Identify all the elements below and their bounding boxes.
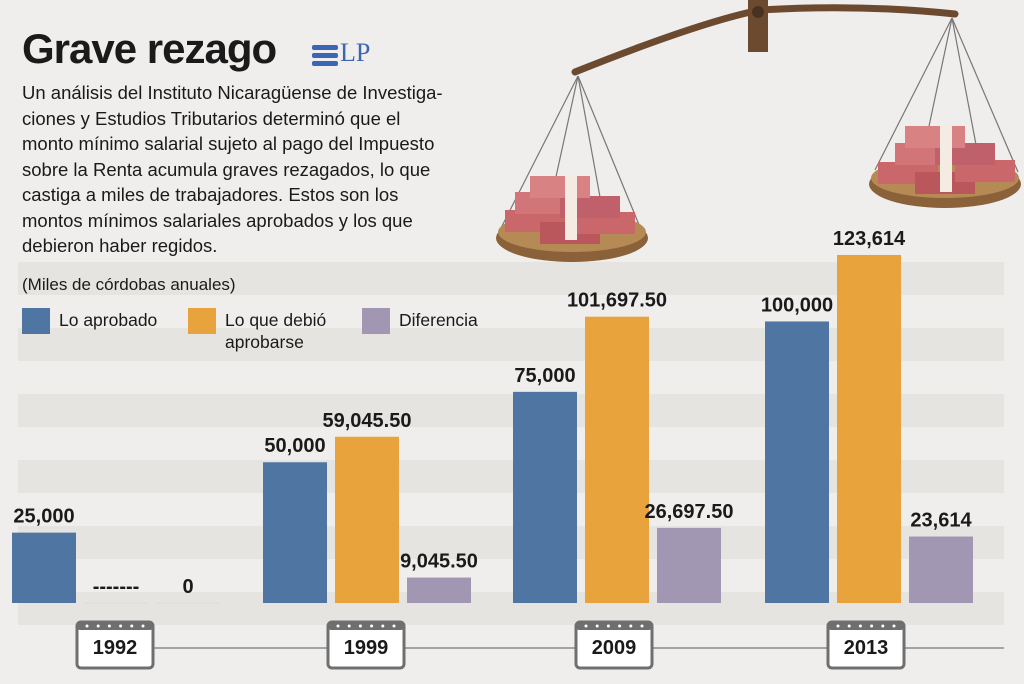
bar-1999-0 bbox=[263, 462, 327, 603]
legend-item-diferencia: Diferencia bbox=[362, 308, 478, 334]
value-label: 123,614 bbox=[833, 228, 906, 250]
year-label: 1999 bbox=[344, 637, 389, 659]
description: Un análisis del Instituto Nicaragüense d… bbox=[22, 80, 482, 259]
description-line: castiga a miles de trabajadores. Estos s… bbox=[22, 184, 399, 205]
year-timeline: 1992 1999 2009 2013 bbox=[75, 620, 1004, 670]
value-label: 0 bbox=[182, 576, 193, 598]
legend-swatch-debio bbox=[188, 308, 216, 334]
value-label: 101,697.50 bbox=[567, 290, 667, 312]
legend-label: Lo que debió aprobarse bbox=[225, 309, 326, 353]
bars bbox=[12, 254, 973, 604]
description-line: monto mínimo salarial sujeto al pago del… bbox=[22, 133, 435, 154]
year-label: 2013 bbox=[844, 637, 889, 659]
year-badge-2009: 2009 bbox=[574, 620, 654, 670]
description-line: sobre la Renta acumula graves rezagados,… bbox=[22, 158, 431, 180]
year-badge-1999: 1999 bbox=[326, 620, 406, 670]
legend-swatch-aprobado bbox=[22, 308, 50, 334]
value-label: 59,045.50 bbox=[323, 410, 412, 432]
money-stack-left bbox=[505, 176, 635, 244]
legend-swatch-diferencia bbox=[362, 308, 390, 334]
legend-label: Lo aprobado bbox=[59, 310, 158, 330]
description-line: ciones y Estudios Tributarios determinó … bbox=[22, 107, 401, 129]
bar-1992-0 bbox=[12, 532, 76, 603]
value-label: 75,000 bbox=[514, 365, 575, 387]
value-label: 23,614 bbox=[910, 510, 972, 532]
value-label: 25,000 bbox=[13, 506, 74, 528]
description-line: Un análisis del Instituto Nicaragüense d… bbox=[22, 82, 443, 103]
year-label: 1992 bbox=[93, 637, 138, 659]
bar-2009-0 bbox=[513, 391, 577, 603]
chart-title: Grave rezago bbox=[22, 25, 277, 72]
legend-item-aprobado: Lo aprobado bbox=[22, 308, 157, 334]
bar-2013-2 bbox=[909, 536, 973, 603]
unit-label: (Miles de córdobas anuales) bbox=[22, 275, 236, 294]
value-labels: 25,000 ------- 0 50,000 59,045.50 9,045.50 75,… bbox=[13, 228, 972, 598]
description-line: montos mínimos salariales aprobados y lo… bbox=[22, 209, 413, 231]
legend-item-debio: Lo que debió aprobarse bbox=[188, 308, 326, 353]
description-line: debieron haber regidos. bbox=[22, 235, 218, 256]
value-label: ------- bbox=[93, 576, 140, 598]
legend-label: Diferencia bbox=[399, 310, 478, 330]
year-label: 2009 bbox=[592, 637, 637, 659]
value-label: 50,000 bbox=[264, 435, 325, 457]
bar-2009-1 bbox=[585, 316, 649, 603]
lp-logo: LP bbox=[312, 38, 378, 68]
value-label: 100,000 bbox=[761, 294, 833, 316]
bar-2009-2 bbox=[657, 527, 721, 603]
logo-text: LP bbox=[340, 38, 371, 67]
money-stack-right bbox=[878, 126, 1015, 194]
bar-2013-0 bbox=[765, 321, 829, 603]
bar-1999-1 bbox=[335, 436, 399, 603]
value-label: 26,697.50 bbox=[645, 501, 734, 523]
value-label: 9,045.50 bbox=[400, 551, 478, 573]
legend-label-line: Lo que debió bbox=[225, 310, 327, 330]
bar-2013-1 bbox=[837, 254, 901, 603]
bar-1999-2 bbox=[407, 577, 471, 603]
legend-label-line: aprobarse bbox=[225, 332, 304, 352]
year-badge-1992: 1992 bbox=[75, 620, 155, 670]
year-badge-2013: 2013 bbox=[826, 620, 906, 670]
